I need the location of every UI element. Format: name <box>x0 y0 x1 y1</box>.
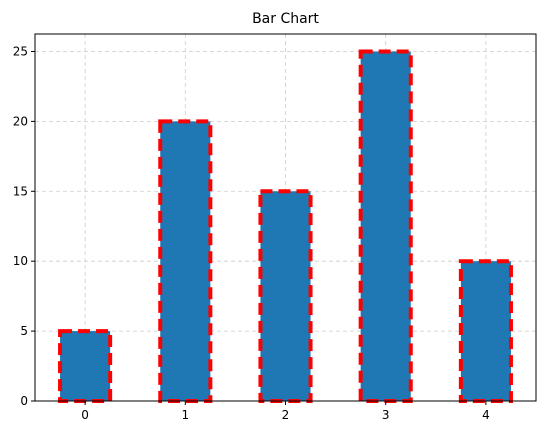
y-tick-label-3: 15 <box>13 184 28 198</box>
y-ticks: 0 5 10 15 20 25 <box>13 44 35 408</box>
bar-3 <box>358 49 413 403</box>
x-tick-label-1: 1 <box>181 408 189 422</box>
y-tick-label-4: 20 <box>13 114 28 128</box>
bar-0 <box>58 329 113 404</box>
chart-title: Bar Chart <box>252 11 319 27</box>
y-tick-label-0: 0 <box>20 394 28 408</box>
bar-4 <box>458 259 513 404</box>
bars <box>58 49 513 404</box>
bar-1 <box>158 119 213 403</box>
x-tick-label-2: 2 <box>282 408 290 422</box>
y-tick-label-5: 25 <box>13 44 28 58</box>
y-tick-label-2: 10 <box>13 254 28 268</box>
x-ticks: 0 1 2 3 4 <box>81 401 490 422</box>
x-tick-label-4: 4 <box>482 408 490 422</box>
x-tick-label-3: 3 <box>382 408 390 422</box>
x-tick-label-0: 0 <box>81 408 89 422</box>
bar-2 <box>258 189 313 403</box>
y-tick-label-1: 5 <box>20 324 28 338</box>
